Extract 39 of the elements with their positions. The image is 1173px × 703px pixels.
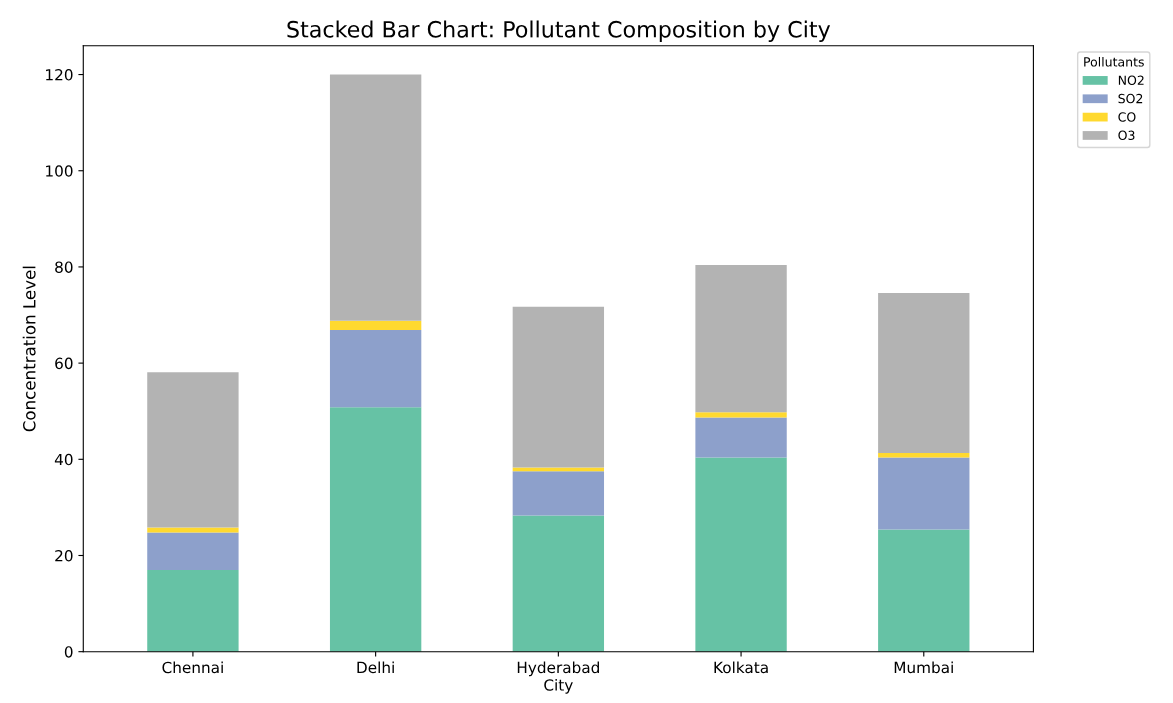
- x-tick-label: Chennai: [162, 661, 223, 674]
- legend-label: O3: [1118, 130, 1135, 141]
- bar: [329, 329, 422, 408]
- bar: [329, 407, 422, 652]
- chart-title: Stacked Bar Chart: Pollutant Composition by City: [287, 20, 831, 42]
- bar: [512, 471, 605, 516]
- bar: [878, 292, 970, 454]
- bar: [512, 515, 605, 652]
- bar: [147, 372, 239, 528]
- x-axis-title: City: [544, 678, 573, 694]
- y-tick-label: 0: [64, 646, 73, 658]
- bar: [512, 467, 605, 472]
- legend-label: SO2: [1118, 93, 1143, 104]
- bar: [329, 74, 422, 321]
- y-axis-title: Concentration Level: [22, 266, 36, 432]
- bar: [147, 569, 239, 652]
- y-tick-label: 100: [46, 165, 73, 177]
- x-tick-label: Kolkata: [714, 661, 768, 674]
- legend-title: Pollutants: [1084, 56, 1144, 67]
- x-tick-label: Delhi: [357, 661, 394, 674]
- bar: [878, 529, 970, 652]
- y-tick-label: 120: [46, 69, 73, 81]
- bar: [878, 453, 970, 458]
- y-tick-label: 80: [55, 261, 73, 273]
- x-tick-label: Mumbai: [894, 661, 953, 674]
- x-tick-label: Hyderabad: [517, 661, 599, 677]
- y-tick-label: 60: [55, 357, 73, 370]
- y-tick-label: 20: [55, 549, 73, 562]
- bar: [512, 306, 605, 468]
- bar: [695, 417, 787, 458]
- bar: [695, 412, 787, 418]
- y-tick-label: 40: [54, 453, 73, 466]
- legend-label: CO: [1118, 112, 1136, 122]
- bar: [695, 457, 787, 652]
- bar: [695, 265, 787, 413]
- bar: [147, 532, 239, 570]
- bar: [878, 457, 970, 530]
- bar: [329, 320, 422, 330]
- legend-label: NO2: [1118, 75, 1144, 85]
